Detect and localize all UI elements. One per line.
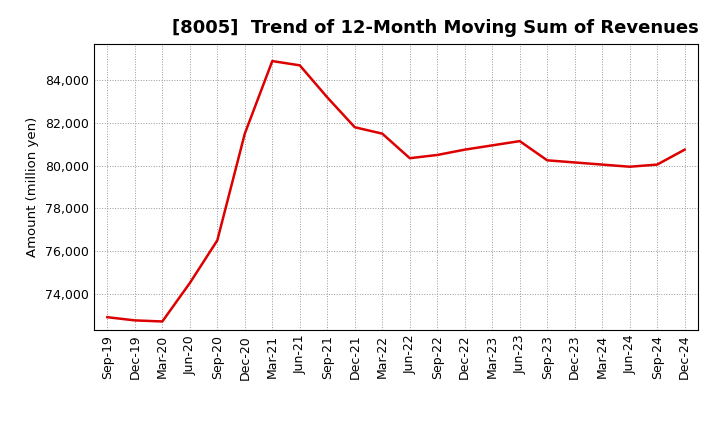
Text: [8005]  Trend of 12-Month Moving Sum of Revenues: [8005] Trend of 12-Month Moving Sum of R…: [172, 19, 699, 37]
Y-axis label: Amount (million yen): Amount (million yen): [26, 117, 39, 257]
